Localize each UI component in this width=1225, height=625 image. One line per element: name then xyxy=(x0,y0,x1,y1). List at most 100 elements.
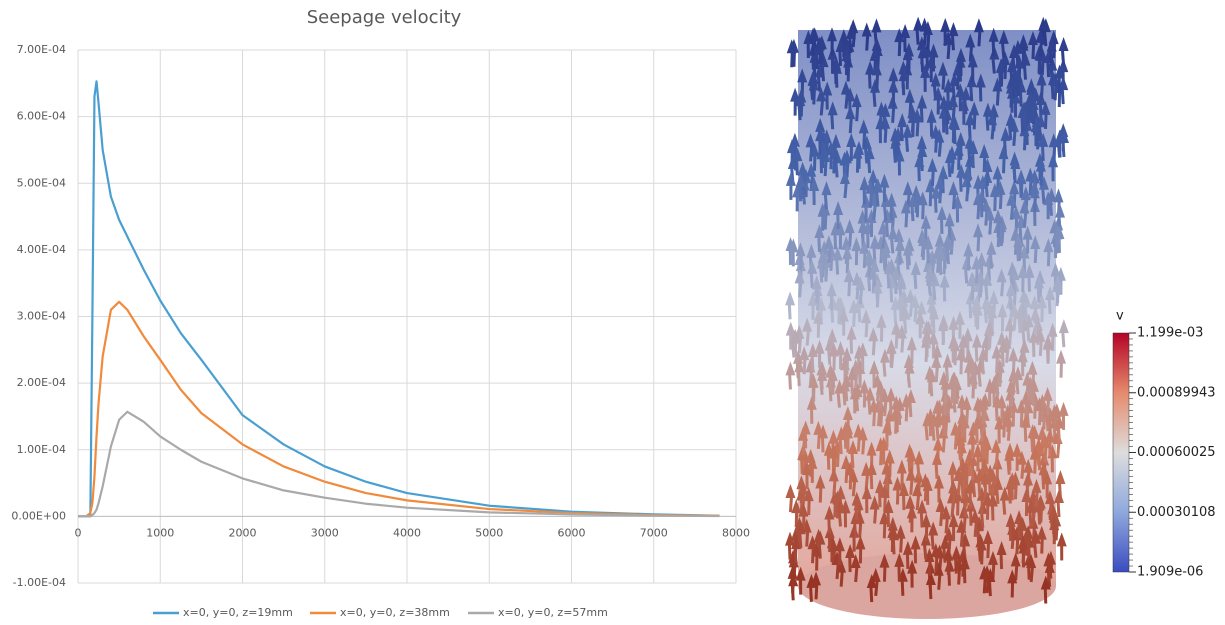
arrow-shaft xyxy=(811,586,812,602)
x-tick-label: 1000 xyxy=(146,526,174,539)
arrow-shaft xyxy=(867,35,868,51)
arrow-shaft xyxy=(794,51,795,67)
arrow-shaft xyxy=(1056,237,1057,253)
arrow-shaft xyxy=(819,236,820,252)
arrow-shaft xyxy=(790,373,791,389)
arrow-shaft xyxy=(960,176,961,192)
arrow-shaft xyxy=(946,420,947,436)
arrow-shaft xyxy=(1011,204,1012,220)
arrow-shaft xyxy=(790,496,791,512)
arrow-shaft xyxy=(1041,84,1042,100)
arrow-shaft xyxy=(864,131,865,147)
arrow-shaft xyxy=(1040,41,1041,57)
arrow-shaft xyxy=(869,157,870,173)
arrow-shaft xyxy=(976,267,977,283)
arrow-shaft xyxy=(1054,416,1055,432)
arrow-shaft xyxy=(911,479,912,495)
arrow-shaft xyxy=(1036,491,1037,507)
arrow-shaft xyxy=(877,191,878,207)
arrow-shaft xyxy=(839,510,840,526)
arrow-shaft xyxy=(857,105,858,121)
arrow-shaft xyxy=(789,544,790,560)
arrow-shaft xyxy=(972,284,973,300)
arrow-shaft xyxy=(1028,108,1029,124)
arrow-shaft xyxy=(869,275,870,291)
arrow-shaft xyxy=(864,252,865,268)
y-tick-label: 3.00E-04 xyxy=(17,310,66,323)
arrow-shaft xyxy=(997,488,998,504)
arrow-shaft xyxy=(946,388,947,404)
arrow-shaft xyxy=(881,411,882,427)
arrow-shaft xyxy=(823,436,824,452)
arrow-head xyxy=(862,23,872,37)
arrow-shaft xyxy=(1045,113,1046,129)
arrow-shaft xyxy=(1057,287,1058,303)
arrow-shaft xyxy=(866,321,867,337)
arrow-shaft xyxy=(984,443,985,459)
arrow-shaft xyxy=(965,267,966,283)
arrow-shaft xyxy=(871,586,872,602)
arrow-shaft xyxy=(940,187,941,203)
arrow-shaft xyxy=(939,574,940,590)
arrow-head xyxy=(940,18,950,32)
arrow-shaft xyxy=(943,74,944,90)
y-tick-label: 0.00E+00 xyxy=(11,509,66,522)
arrow-shaft xyxy=(1014,314,1015,330)
legend-label: x=0, y=0, z=38mm xyxy=(340,606,450,619)
x-tick-label: 5000 xyxy=(475,526,503,539)
arrow-shaft xyxy=(807,531,808,547)
colorbar xyxy=(1113,333,1129,572)
arrow-shaft xyxy=(855,522,856,538)
arrow-shaft xyxy=(884,205,885,221)
arrow-shaft xyxy=(971,85,972,101)
colorbar-label: 0.00060025 xyxy=(1137,445,1216,460)
arrow-shaft xyxy=(823,261,824,277)
arrow-shaft xyxy=(847,257,848,273)
arrow-shaft xyxy=(1014,130,1015,146)
arrow-shaft xyxy=(896,418,897,434)
arrow-shaft xyxy=(1002,42,1003,58)
arrow-shaft xyxy=(1010,525,1011,541)
arrow-shaft xyxy=(875,507,876,523)
arrow-shaft xyxy=(906,136,907,152)
arrow-shaft xyxy=(917,494,918,510)
arrow-shaft xyxy=(976,346,977,362)
arrow-shaft xyxy=(915,306,916,322)
arrow-shaft xyxy=(1024,211,1025,227)
arrow-shaft xyxy=(910,401,911,417)
arrow-shaft xyxy=(925,485,926,501)
arrow-shaft xyxy=(870,192,871,208)
arrow-shaft xyxy=(1040,340,1041,356)
arrow-shaft xyxy=(871,473,872,489)
arrow-shaft xyxy=(887,221,888,237)
arrow-shaft xyxy=(1062,88,1063,104)
arrow-shaft xyxy=(987,115,988,131)
arrow-shaft xyxy=(802,458,803,474)
arrow-shaft xyxy=(850,117,851,133)
arrow-shaft xyxy=(850,231,851,247)
arrow-shaft xyxy=(1022,463,1023,479)
arrow-shaft xyxy=(820,48,821,64)
arrow-shaft xyxy=(993,57,994,73)
arrow-shaft xyxy=(964,474,965,490)
arrow-shaft xyxy=(1042,538,1043,554)
arrow-shaft xyxy=(1023,301,1024,317)
colorbar-label: 0.00089943 xyxy=(1137,385,1216,400)
arrow-shaft xyxy=(943,436,944,452)
arrow-shaft xyxy=(1016,564,1017,580)
arrow-shaft xyxy=(836,161,837,177)
arrow-shaft xyxy=(996,405,997,421)
arrow-shaft xyxy=(906,405,907,421)
arrow-shaft xyxy=(970,491,971,507)
arrow-shaft xyxy=(888,511,889,527)
arrow-shaft xyxy=(996,451,997,467)
arrow-shaft xyxy=(1000,71,1001,87)
arrow-shaft xyxy=(818,76,819,92)
y-tick-label: 1.00E-04 xyxy=(17,443,66,456)
x-tick-label: 4000 xyxy=(393,526,421,539)
arrow-shaft xyxy=(1024,134,1025,150)
arrow-head xyxy=(913,17,923,31)
velocity-field-render xyxy=(785,17,1069,619)
arrow-shaft xyxy=(873,270,874,286)
arrow-shaft xyxy=(888,272,889,288)
